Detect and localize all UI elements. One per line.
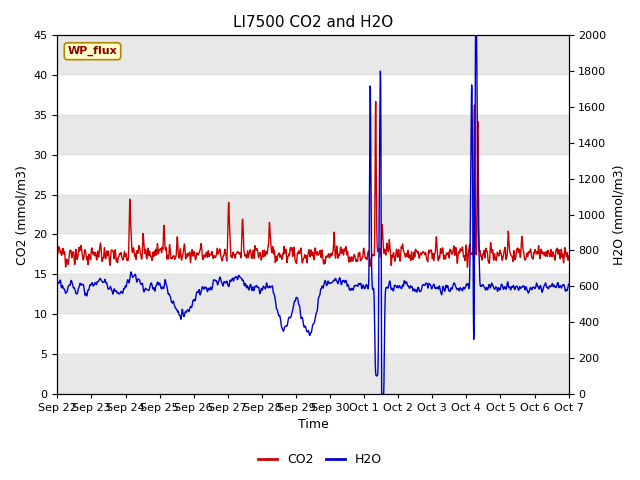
H2O bbox=[456, 285, 464, 290]
CO2 bbox=[54, 252, 61, 258]
CO2 bbox=[289, 252, 296, 258]
H2O bbox=[472, 33, 479, 38]
CO2 bbox=[456, 246, 464, 252]
CO2 bbox=[302, 254, 310, 260]
CO2 bbox=[79, 257, 87, 263]
H2O bbox=[79, 282, 87, 288]
X-axis label: Time: Time bbox=[298, 419, 328, 432]
Bar bbox=[58, 275, 568, 314]
CO2 bbox=[550, 252, 558, 258]
H2O bbox=[54, 281, 61, 287]
H2O bbox=[550, 283, 558, 288]
H2O bbox=[550, 282, 558, 288]
CO2 bbox=[550, 254, 558, 260]
CO2 bbox=[463, 264, 471, 270]
Text: WP_flux: WP_flux bbox=[68, 46, 117, 56]
Bar bbox=[58, 195, 568, 235]
Bar bbox=[58, 75, 568, 115]
H2O bbox=[564, 281, 572, 287]
Bar bbox=[58, 235, 568, 275]
Line: H2O: H2O bbox=[58, 36, 568, 394]
Bar bbox=[58, 155, 568, 195]
Title: LI7500 CO2 and H2O: LI7500 CO2 and H2O bbox=[233, 15, 393, 30]
CO2 bbox=[372, 99, 380, 105]
Y-axis label: CO2 (mmol/m3): CO2 (mmol/m3) bbox=[15, 165, 28, 264]
H2O bbox=[289, 309, 296, 314]
H2O bbox=[302, 325, 310, 331]
Bar bbox=[58, 354, 568, 394]
Y-axis label: H2O (mmol/m3): H2O (mmol/m3) bbox=[612, 164, 625, 265]
H2O bbox=[378, 391, 385, 396]
Bar bbox=[58, 314, 568, 354]
CO2 bbox=[564, 252, 572, 258]
Line: CO2: CO2 bbox=[58, 102, 568, 267]
Bar bbox=[58, 115, 568, 155]
Legend: CO2, H2O: CO2, H2O bbox=[253, 448, 387, 471]
Bar bbox=[58, 36, 568, 75]
